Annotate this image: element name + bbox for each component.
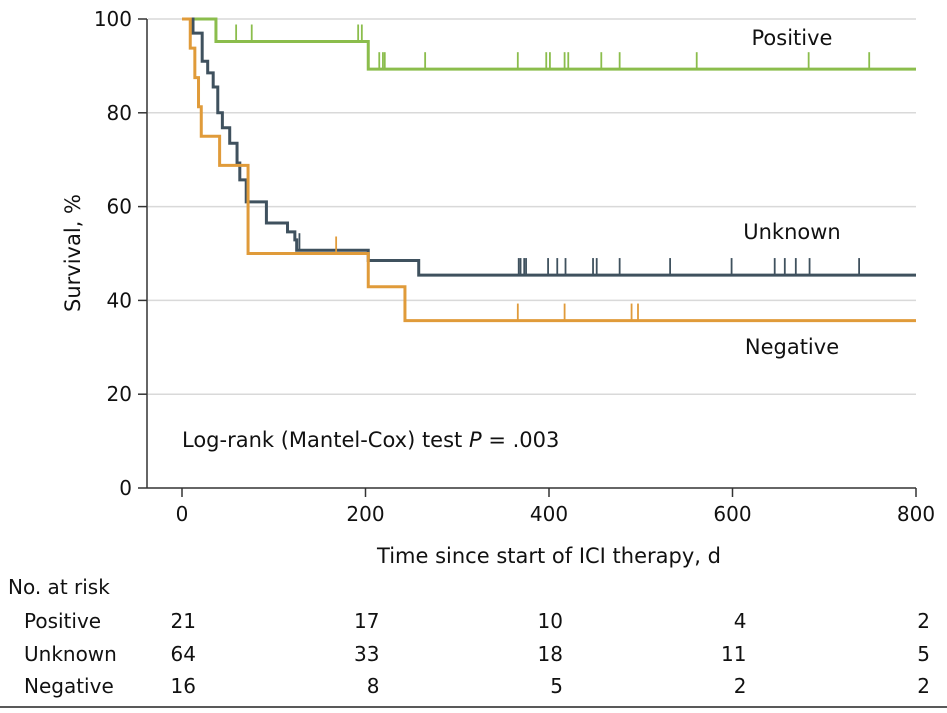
risk-table: No. at risk Positive 21 17 10 4 2 Unknown 64 33 1…: [8, 575, 930, 698]
y-tick-label-0: 0: [119, 476, 132, 500]
series-label-negative: Negative: [745, 335, 839, 359]
risk-row-label-unknown: Unknown: [24, 642, 117, 666]
risk-value-positive: 21: [171, 609, 196, 633]
series-label-positive: Positive: [752, 26, 833, 50]
x-tick-label-800: 800: [897, 502, 935, 526]
annotation-p-value: = .003: [482, 428, 560, 452]
annotation-prefix: Log-rank (Mantel-Cox) test: [182, 428, 469, 452]
risk-value-negative: 2: [734, 674, 747, 698]
risk-value-unknown: 11: [721, 642, 746, 666]
survival-curves: [182, 17, 916, 323]
series-label-unknown: Unknown: [743, 220, 840, 244]
curve-unknown: [182, 17, 916, 277]
risk-row-label-negative: Negative: [24, 674, 114, 698]
x-tick-label-0: 0: [176, 502, 189, 526]
y-tick-label-60: 60: [107, 195, 132, 219]
risk-value-unknown: 5: [917, 642, 930, 666]
risk-value-positive: 10: [538, 609, 563, 633]
risk-value-positive: 4: [734, 609, 747, 633]
y-tick-label-80: 80: [107, 101, 132, 125]
x-tick-label-400: 400: [530, 502, 568, 526]
risk-value-unknown: 64: [171, 642, 196, 666]
risk-value-unknown: 33: [354, 642, 379, 666]
annotation-p-symbol: P: [469, 428, 482, 452]
risk-row-label-positive: Positive: [24, 609, 101, 633]
axes: 0 20 40 60 80 100 0 200 400 600 800: [94, 7, 935, 526]
risk-table-title: No. at risk: [8, 575, 110, 599]
risk-value-negative: 2: [917, 674, 930, 698]
risk-value-negative: 5: [550, 674, 563, 698]
x-tick-label-600: 600: [713, 502, 751, 526]
y-axis-label: Survival, %: [61, 194, 85, 312]
x-tick-label-200: 200: [346, 502, 384, 526]
risk-value-positive: 2: [917, 609, 930, 633]
x-axis-label: Time since start of ICI therapy, d: [376, 544, 721, 568]
y-tick-label-40: 40: [107, 288, 132, 312]
risk-value-positive: 17: [354, 609, 379, 633]
curve-negative: [182, 17, 916, 323]
y-tick-label-20: 20: [107, 382, 132, 406]
risk-value-unknown: 18: [538, 642, 563, 666]
log-rank-annotation: Log-rank (Mantel-Cox) test P = .003: [182, 428, 559, 452]
curve-positive: [182, 17, 916, 71]
y-tick-label-100: 100: [94, 7, 132, 31]
risk-value-negative: 8: [367, 674, 380, 698]
series-labels: Positive Unknown Negative: [743, 26, 840, 359]
gridlines: [148, 18, 916, 395]
risk-value-negative: 16: [171, 674, 196, 698]
